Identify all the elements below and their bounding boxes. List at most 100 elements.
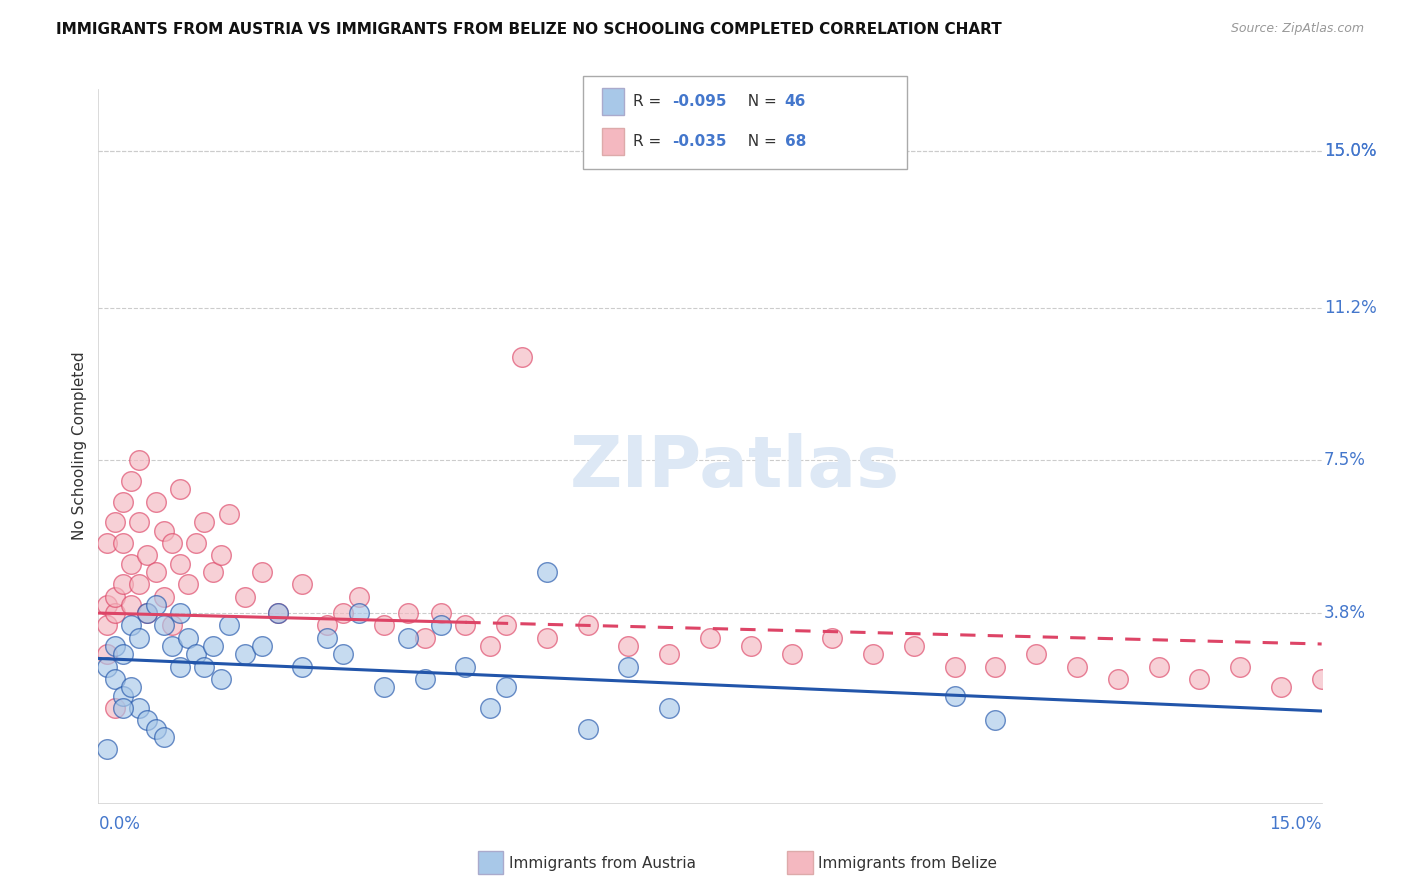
Point <box>104 639 127 653</box>
Point <box>373 681 395 695</box>
Text: 15.0%: 15.0% <box>1270 815 1322 833</box>
Text: Source: ZipAtlas.com: Source: ZipAtlas.com <box>1230 22 1364 36</box>
Point <box>1188 672 1211 686</box>
Point <box>120 618 142 632</box>
Point <box>104 516 127 530</box>
Point <box>96 536 118 550</box>
Point <box>780 648 803 662</box>
Text: Immigrants from Belize: Immigrants from Belize <box>818 856 997 871</box>
Point <box>96 659 118 673</box>
Point <box>152 618 174 632</box>
Point <box>120 474 142 488</box>
Point <box>152 730 174 744</box>
Point <box>512 351 534 365</box>
Point <box>740 639 762 653</box>
Point <box>209 549 232 563</box>
Point <box>160 639 183 653</box>
Point <box>120 557 142 571</box>
Point <box>495 681 517 695</box>
Point <box>104 606 127 620</box>
Point <box>332 648 354 662</box>
Point <box>128 453 150 467</box>
Point <box>536 565 558 579</box>
Point <box>218 507 240 521</box>
Point <box>111 577 134 591</box>
Point <box>396 606 419 620</box>
Point <box>430 606 453 620</box>
Point <box>903 639 925 653</box>
Point <box>169 606 191 620</box>
Point <box>111 648 134 662</box>
Point <box>617 659 640 673</box>
Point <box>349 590 371 604</box>
Point <box>96 618 118 632</box>
Point <box>169 659 191 673</box>
Text: 3.8%: 3.8% <box>1324 604 1367 622</box>
Point <box>1107 672 1129 686</box>
Point <box>984 714 1007 728</box>
Point <box>413 631 436 645</box>
Point <box>177 577 200 591</box>
Point <box>943 659 966 673</box>
Text: 68: 68 <box>785 134 806 149</box>
Point <box>96 648 118 662</box>
Point <box>111 701 134 715</box>
Point <box>136 549 159 563</box>
Point <box>454 618 477 632</box>
Point <box>152 524 174 538</box>
Text: R =: R = <box>633 94 666 109</box>
Text: 46: 46 <box>785 94 806 109</box>
Point <box>478 639 501 653</box>
Point <box>111 536 134 550</box>
Point <box>1310 672 1333 686</box>
Point <box>495 618 517 632</box>
Point <box>267 606 290 620</box>
Text: -0.035: -0.035 <box>672 134 727 149</box>
Point <box>160 618 183 632</box>
Point <box>201 565 224 579</box>
Point <box>862 648 884 662</box>
Point <box>658 701 681 715</box>
Point <box>186 648 208 662</box>
Text: 7.5%: 7.5% <box>1324 451 1367 469</box>
Point <box>145 598 167 612</box>
Point <box>1066 659 1088 673</box>
Point <box>96 598 118 612</box>
Point <box>536 631 558 645</box>
Point <box>430 618 453 632</box>
Text: 15.0%: 15.0% <box>1324 142 1376 160</box>
Point <box>396 631 419 645</box>
Point <box>111 494 134 508</box>
Point <box>120 681 142 695</box>
Point <box>332 606 354 620</box>
Point <box>1025 648 1047 662</box>
Point <box>699 631 721 645</box>
Point <box>250 639 273 653</box>
Point <box>315 631 337 645</box>
Point <box>136 606 159 620</box>
Text: N =: N = <box>738 134 782 149</box>
Y-axis label: No Schooling Completed: No Schooling Completed <box>72 351 87 541</box>
Point <box>128 577 150 591</box>
Point <box>658 648 681 662</box>
Point <box>193 659 215 673</box>
Point <box>267 606 290 620</box>
Point <box>576 722 599 736</box>
Point <box>136 606 159 620</box>
Point <box>120 598 142 612</box>
Point <box>984 659 1007 673</box>
Text: R =: R = <box>633 134 666 149</box>
Point <box>291 659 314 673</box>
Point <box>821 631 844 645</box>
Point <box>373 618 395 632</box>
Text: 15.0%: 15.0% <box>1324 142 1376 160</box>
Point <box>250 565 273 579</box>
Point <box>218 618 240 632</box>
Point <box>209 672 232 686</box>
Point <box>104 701 127 715</box>
Text: 11.2%: 11.2% <box>1324 299 1376 317</box>
Point <box>128 631 150 645</box>
Text: IMMIGRANTS FROM AUSTRIA VS IMMIGRANTS FROM BELIZE NO SCHOOLING COMPLETED CORRELA: IMMIGRANTS FROM AUSTRIA VS IMMIGRANTS FR… <box>56 22 1002 37</box>
Point <box>413 672 436 686</box>
Text: Immigrants from Austria: Immigrants from Austria <box>509 856 696 871</box>
